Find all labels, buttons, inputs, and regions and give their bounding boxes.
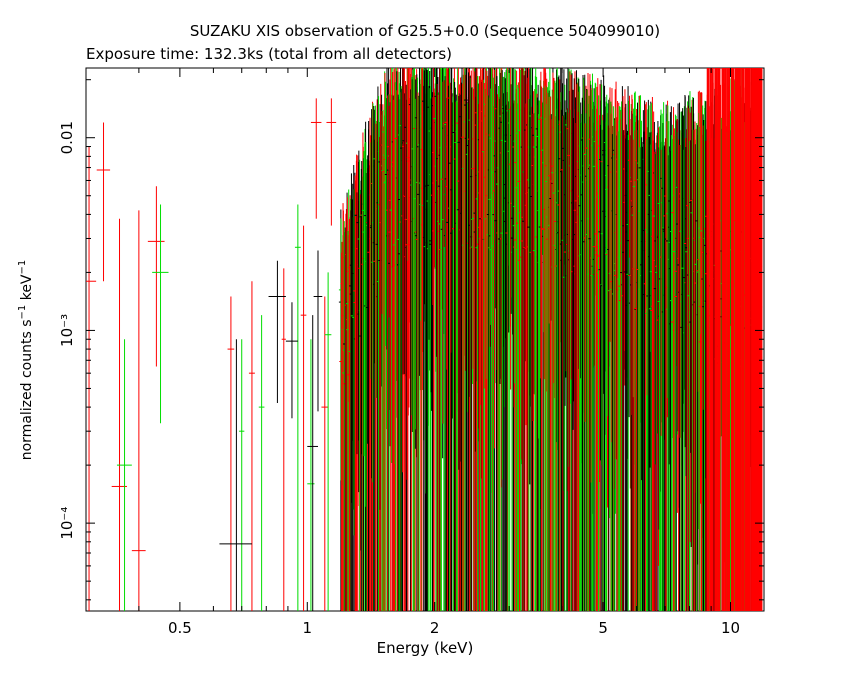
data-point — [749, 68, 751, 611]
data-point — [741, 68, 743, 611]
x-tick-label: 1 — [303, 619, 313, 637]
data-point — [725, 68, 727, 611]
y-tick-label-group: 10⁻³ — [58, 314, 76, 347]
x-tick-label: 5 — [598, 619, 608, 637]
y-tick-label-group: 0.01 — [58, 121, 76, 154]
data-point — [324, 272, 332, 611]
data-point — [756, 68, 758, 611]
data-point — [307, 315, 318, 611]
data-point — [326, 98, 337, 226]
data-point — [313, 250, 323, 412]
data-point — [307, 339, 315, 611]
y-axis-label-sup2: −1 — [17, 259, 29, 275]
data-point — [736, 68, 738, 611]
y-tick-label: 10⁻³ — [58, 314, 76, 347]
y-axis-label-text: normalized counts s — [18, 319, 35, 461]
data-point — [713, 68, 715, 611]
data-point — [739, 68, 741, 611]
data-point — [748, 68, 750, 611]
data-point — [300, 225, 307, 611]
data-point — [751, 68, 753, 611]
data-point — [711, 68, 713, 611]
y-axis-label-unit: keV — [18, 274, 35, 305]
x-axis-ticks: 0.5 1 2 5 10 — [85, 68, 740, 637]
data-point — [721, 68, 723, 611]
y-tick-label: 10⁻⁴ — [58, 507, 76, 540]
data-point — [752, 68, 754, 611]
data-point — [747, 68, 749, 611]
data-point — [716, 68, 718, 611]
data-point — [750, 68, 752, 611]
data-point — [258, 315, 265, 611]
data-point — [281, 268, 286, 611]
data-point — [719, 68, 721, 611]
data-point — [321, 296, 329, 611]
data-point — [745, 68, 747, 611]
data-point — [152, 204, 169, 424]
data-point — [726, 68, 729, 611]
data-point — [86, 146, 97, 611]
y-axis-label: normalized counts s−1 keV−1 — [17, 260, 35, 461]
data-point — [239, 339, 245, 611]
data-point — [219, 339, 252, 611]
data-point — [706, 68, 708, 611]
data-point — [708, 68, 710, 611]
data-point — [723, 68, 725, 611]
data-point — [728, 68, 731, 611]
data-point — [709, 68, 711, 611]
data-point — [131, 210, 146, 611]
data-point — [116, 339, 132, 611]
chart-subtitle: Exposure time: 132.3ks (total from all d… — [86, 45, 453, 63]
x-axis-label: Energy (keV) — [376, 639, 474, 657]
x-tick-label: 10 — [721, 619, 740, 637]
y-axis-label-sup1: −1 — [17, 304, 29, 320]
x-tick-label: 0.5 — [168, 619, 192, 637]
data-point — [731, 68, 733, 611]
data-point — [757, 68, 759, 611]
data-point — [310, 98, 322, 219]
data-point — [268, 260, 286, 404]
data-point — [96, 122, 111, 282]
data-point — [755, 68, 757, 611]
data-point — [717, 68, 719, 611]
data-point — [294, 204, 301, 611]
data-point — [285, 302, 298, 419]
data-marks — [86, 68, 763, 611]
y-axis-ticks: 10⁻⁴ 10⁻³ 0.01 — [58, 79, 764, 601]
data-point — [734, 68, 736, 611]
data-point — [227, 296, 235, 611]
y-tick-label-group: 10⁻⁴ — [58, 507, 76, 540]
data-point — [147, 186, 165, 367]
data-point — [738, 68, 740, 611]
data-point — [743, 68, 745, 611]
data-point — [715, 68, 717, 611]
data-point — [248, 281, 255, 611]
chart-title: SUZAKU XIS observation of G25.5+0.0 (Seq… — [189, 22, 661, 40]
x-tick-label: 2 — [430, 619, 440, 637]
y-tick-label: 0.01 — [58, 121, 76, 154]
